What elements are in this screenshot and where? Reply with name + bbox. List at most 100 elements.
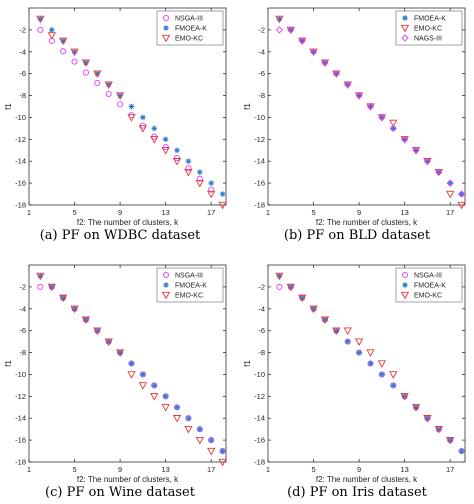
x-tick-label: 13 (161, 208, 169, 217)
data-point (127, 371, 136, 379)
series-nsga-iii (37, 283, 226, 455)
x-axis-label: f2: The number of clusters, k (77, 218, 179, 227)
data-point (423, 157, 432, 165)
data-point (58, 37, 68, 46)
data-point (332, 70, 340, 78)
x-tick-label: 17 (207, 465, 215, 474)
data-point (298, 37, 306, 45)
data-point (344, 338, 351, 345)
data-point (36, 15, 45, 24)
data-point (219, 448, 226, 454)
data-point (70, 305, 79, 314)
legend-marker (161, 34, 171, 43)
data-point (309, 48, 318, 56)
data-point (389, 124, 397, 133)
x-tick-label: 1 (27, 208, 31, 217)
data-point (140, 371, 146, 378)
data-point (309, 305, 318, 314)
data-point (446, 436, 455, 445)
data-point (185, 415, 192, 422)
data-point (162, 393, 169, 400)
y-tick-label: -14 (254, 414, 265, 423)
data-point (275, 26, 284, 34)
data-point (219, 191, 226, 197)
x-tick-label: 1 (266, 208, 270, 217)
data-point (379, 371, 385, 378)
data-point (47, 283, 56, 292)
data-point (447, 180, 453, 186)
x-tick-label: 5 (72, 465, 76, 474)
legend-marker (401, 271, 409, 279)
data-point (196, 175, 203, 182)
x-tick-label: 5 (72, 208, 76, 217)
data-point (446, 179, 454, 187)
data-point (138, 382, 148, 390)
y-axis-label: f1 (243, 360, 252, 367)
data-point (150, 393, 159, 401)
y-tick-label: -16 (15, 436, 26, 445)
data-point (355, 91, 363, 100)
data-point (287, 26, 295, 34)
y-tick-label: -14 (15, 414, 26, 423)
data-point (423, 415, 432, 423)
x-tick-label: 9 (118, 208, 122, 217)
data-point (400, 393, 409, 401)
x-tick-label: 13 (400, 465, 408, 474)
data-point (36, 272, 45, 281)
data-point (197, 426, 203, 432)
caption-iris: (d) PF on Iris dataset (287, 485, 427, 500)
data-point (354, 338, 364, 346)
y-axis-label: f1 (4, 103, 13, 110)
y-axis-label: f1 (243, 103, 252, 110)
y-tick-label: -12 (254, 135, 265, 144)
y-tick-label: -2 (258, 25, 265, 34)
data-point (276, 283, 283, 290)
data-point (81, 316, 91, 325)
y-tick-label: -8 (258, 348, 265, 357)
data-point (58, 294, 68, 303)
data-point (104, 338, 113, 346)
y-tick-label: -2 (19, 25, 26, 34)
data-point (457, 190, 466, 198)
data-point (344, 80, 352, 89)
legend-marker (163, 282, 169, 288)
data-point (115, 92, 125, 100)
y-tick-label: -14 (254, 157, 265, 166)
x-tick-label: 17 (446, 465, 454, 474)
x-tick-label: 5 (311, 465, 315, 474)
series-nags-iii (275, 26, 466, 198)
y-tick-label: -10 (254, 370, 265, 379)
y-tick-label: -16 (254, 179, 265, 188)
y-tick-label: -10 (15, 113, 26, 122)
data-point (172, 158, 182, 166)
data-point (138, 125, 148, 133)
y-tick-label: -8 (19, 348, 26, 357)
data-point (184, 168, 193, 177)
y-tick-label: -14 (15, 157, 26, 166)
chart-wdbc: 1 5 9 13 17 -18 -16 -14 -12 -10 -8 -6 -4 -2 f2: The nu… (4, 7, 227, 227)
data-point (47, 32, 56, 40)
data-point (434, 425, 443, 434)
y-tick-label: -12 (15, 392, 26, 401)
series-nsga-iii (37, 26, 215, 193)
data-point (446, 190, 455, 199)
data-point (412, 146, 420, 154)
data-point (150, 136, 159, 144)
data-point (389, 371, 398, 379)
data-point (208, 437, 214, 443)
plot-area (267, 7, 466, 206)
y-tick-label: -2 (258, 282, 265, 291)
y-tick-label: -8 (19, 91, 26, 100)
data-point (185, 158, 192, 165)
data-point (321, 59, 329, 67)
data-point (105, 90, 112, 97)
y-tick-label: -16 (254, 436, 265, 445)
data-point (71, 58, 78, 65)
data-point (81, 59, 91, 68)
y-tick-label: -4 (19, 304, 26, 313)
legend-label: NSGA-III (175, 16, 203, 23)
data-point (117, 101, 124, 108)
y-tick-label: -6 (19, 326, 26, 335)
y-tick-label: -18 (15, 458, 26, 467)
